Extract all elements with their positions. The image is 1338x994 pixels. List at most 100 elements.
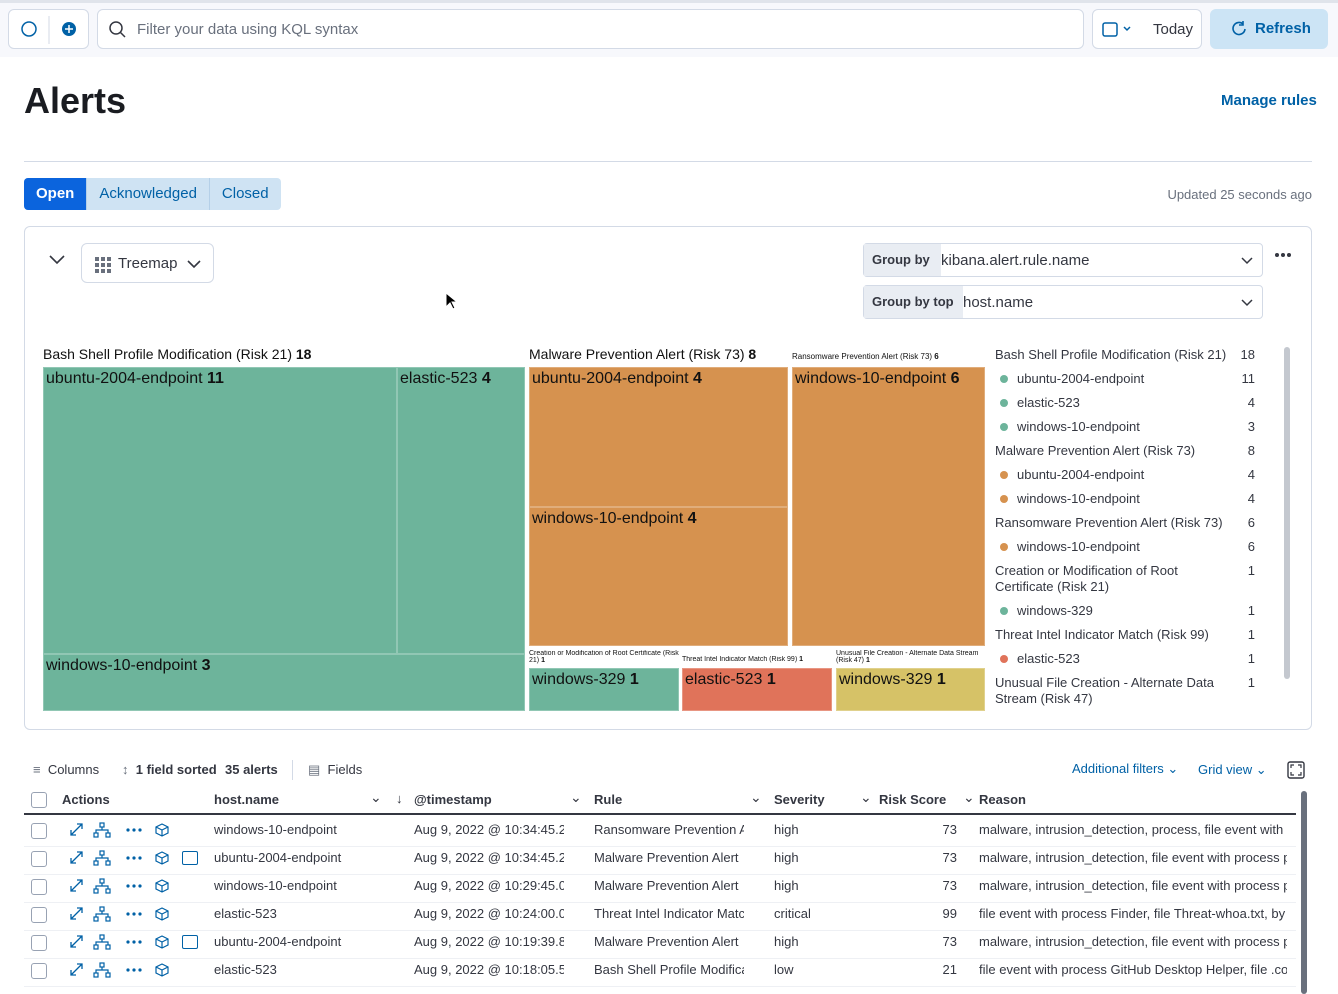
treemap-tile[interactable]: windows-329 1 bbox=[836, 668, 985, 711]
session-icon[interactable] bbox=[182, 935, 198, 949]
legend-host-entry: elastic-523 bbox=[995, 651, 1080, 667]
status-tab[interactable]: Closed bbox=[208, 178, 281, 210]
row-checkbox[interactable] bbox=[31, 823, 47, 839]
chart-type-select[interactable]: Treemap bbox=[81, 243, 214, 283]
legend-host: elastic-523 1 bbox=[995, 647, 1273, 671]
manage-rules-link[interactable]: Manage rules bbox=[1221, 92, 1317, 109]
columns-label: Columns bbox=[47, 762, 100, 777]
separator bbox=[292, 760, 293, 780]
date-picker[interactable]: Today bbox=[1092, 9, 1202, 49]
table-cell: Threat Intel Indicator Match bbox=[594, 906, 744, 921]
legend-group: Creation or Modification of Root Certifi… bbox=[995, 559, 1273, 599]
table-cell: malware, intrusion_detection, file event… bbox=[979, 850, 1287, 865]
legend-group-name: Bash Shell Profile Modification (Risk 21… bbox=[995, 347, 1227, 362]
row-checkbox[interactable] bbox=[31, 907, 47, 923]
column-menu[interactable]: ⌄ bbox=[370, 789, 382, 805]
group-label: Unusual File Creation - Alternate Data S… bbox=[836, 650, 985, 665]
table-cell: ubuntu-2004-endpoint bbox=[214, 934, 342, 949]
row-actions[interactable] bbox=[69, 878, 199, 899]
legend-host-entry: ubuntu-2004-endpoint bbox=[995, 467, 1144, 483]
column-menu[interactable]: ⌄ bbox=[750, 789, 762, 805]
table-cell: 73 bbox=[942, 934, 957, 949]
group-by-select[interactable]: Group by kibana.alert.rule.name bbox=[863, 243, 1263, 277]
grid-view[interactable]: Grid view ⌄ bbox=[1198, 762, 1267, 777]
treemap-tile[interactable]: windows-329 1 bbox=[529, 668, 679, 711]
column-header[interactable]: Rule bbox=[594, 792, 623, 807]
table-cell: Malware Prevention Alert bbox=[594, 934, 739, 949]
more-options[interactable] bbox=[1274, 250, 1292, 260]
legend-host-name: ubuntu-2004-endpoint bbox=[1017, 371, 1145, 386]
column-header[interactable]: Severity bbox=[774, 792, 825, 807]
refresh-label: Refresh bbox=[1255, 20, 1311, 37]
row-divider bbox=[24, 846, 1296, 847]
treemap-tile[interactable]: ubuntu-2004-endpoint 11 bbox=[43, 367, 397, 654]
legend-host-count: 4 bbox=[1247, 467, 1255, 482]
column-header[interactable]: host.name bbox=[214, 792, 280, 807]
treemap-tile[interactable]: elastic-523 1 bbox=[682, 668, 832, 711]
treemap-tile[interactable]: ubuntu-2004-endpoint 4 bbox=[529, 367, 788, 507]
group-label: Creation or Modification of Root Certifi… bbox=[529, 650, 679, 665]
treemap-tile[interactable]: elastic-523 4 bbox=[397, 367, 525, 654]
column-menu[interactable]: ⌄ bbox=[963, 789, 975, 805]
treemap-tile[interactable]: windows-10-endpoint 6 bbox=[792, 367, 985, 646]
column-menu[interactable]: ⌄ bbox=[570, 789, 582, 805]
legend-host-entry: windows-10-endpoint bbox=[995, 539, 1140, 555]
columns-button[interactable]: ≡ Columns bbox=[33, 762, 100, 777]
filter-buttons[interactable] bbox=[8, 9, 89, 49]
column-menu[interactable]: ⌄ bbox=[860, 789, 872, 805]
legend-host: ubuntu-2004-endpoint 11 bbox=[995, 367, 1273, 391]
legend-scrollbar bbox=[1284, 347, 1290, 679]
group-by-top-label: Group by top bbox=[864, 286, 963, 318]
table-cell: Aug 9, 2022 @ 10:34:45.259 bbox=[414, 822, 564, 837]
group-count: 18 bbox=[295, 347, 312, 362]
search-bar[interactable]: Filter your data using KQL syntax bbox=[97, 9, 1084, 49]
fields-button[interactable]: ▤ Fields bbox=[308, 762, 363, 777]
tile-host: windows-10-endpoint bbox=[795, 370, 947, 387]
row-checkbox[interactable] bbox=[31, 935, 47, 951]
treemap-tile[interactable]: windows-10-endpoint 4 bbox=[529, 507, 788, 646]
legend-group: Ransomware Prevention Alert (Risk 73) 6 bbox=[995, 511, 1273, 535]
row-actions[interactable] bbox=[69, 906, 199, 927]
row-actions[interactable] bbox=[69, 934, 199, 955]
collapse-toggle[interactable] bbox=[48, 252, 66, 266]
table-cell: 21 bbox=[942, 962, 957, 977]
row-actions[interactable] bbox=[69, 962, 199, 983]
legend-host-name: windows-10-endpoint bbox=[1017, 539, 1140, 554]
column-header[interactable]: Actions bbox=[62, 792, 110, 807]
status-tab[interactable]: Open bbox=[24, 178, 87, 210]
row-checkbox[interactable] bbox=[31, 851, 47, 867]
tile-count: 11 bbox=[207, 370, 224, 387]
row-divider bbox=[24, 986, 1296, 987]
group-count: 1 bbox=[799, 656, 804, 663]
column-header[interactable]: Risk Score bbox=[879, 792, 947, 807]
legend-group: Unusual File Creation - Alternate Data S… bbox=[995, 671, 1273, 711]
row-checkbox[interactable] bbox=[31, 879, 47, 895]
status-tab[interactable]: Acknowledged bbox=[86, 178, 209, 210]
row-actions[interactable] bbox=[69, 822, 199, 843]
legend-host-count: 4 bbox=[1247, 395, 1255, 410]
additional-filters[interactable]: Additional filters ⌄ bbox=[1072, 761, 1179, 776]
table-cell: windows-10-endpoint bbox=[214, 822, 337, 837]
row-actions[interactable] bbox=[69, 850, 199, 871]
session-icon[interactable] bbox=[182, 851, 198, 865]
table-cell: Malware Prevention Alert bbox=[594, 878, 739, 893]
row-checkbox[interactable] bbox=[31, 963, 47, 979]
table-cell: high bbox=[774, 934, 799, 949]
group-by-top-select[interactable]: Group by top host.name bbox=[863, 285, 1263, 319]
legend-group-name: Unusual File Creation - Alternate Data S… bbox=[995, 675, 1214, 706]
fullscreen-button[interactable] bbox=[1287, 761, 1305, 779]
legend-host-count: 3 bbox=[1247, 419, 1255, 434]
legend-host-name: elastic-523 bbox=[1017, 651, 1080, 666]
legend-host-count: 6 bbox=[1247, 539, 1255, 554]
tile-label: windows-10-endpoint 4 bbox=[532, 510, 697, 528]
select-all-checkbox[interactable] bbox=[31, 792, 47, 808]
row-divider bbox=[24, 902, 1296, 903]
page-title: Alerts bbox=[24, 80, 127, 121]
tile-host: ubuntu-2004-endpoint bbox=[46, 370, 203, 387]
sort-button[interactable]: ↕ 1 field sorted bbox=[122, 762, 217, 777]
refresh-button[interactable]: Refresh bbox=[1210, 9, 1328, 49]
column-header[interactable]: @timestamp bbox=[414, 792, 492, 807]
column-header[interactable]: Reason bbox=[979, 792, 1026, 807]
alert-count: 35 alerts bbox=[225, 762, 278, 777]
treemap-tile[interactable]: windows-10-endpoint 3 bbox=[43, 654, 525, 711]
